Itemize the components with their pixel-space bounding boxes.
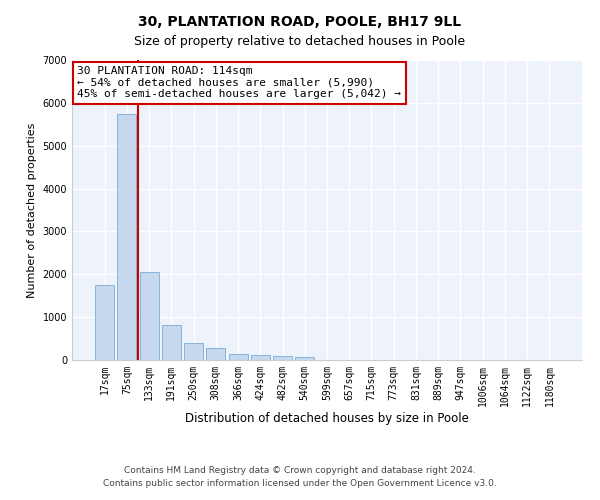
X-axis label: Distribution of detached houses by size in Poole: Distribution of detached houses by size …	[185, 412, 469, 424]
Bar	[95, 285, 114, 360]
Bar	[295, 357, 314, 360]
Bar	[273, 356, 292, 360]
Bar	[206, 348, 225, 360]
Bar	[118, 114, 136, 360]
Text: Contains HM Land Registry data © Crown copyright and database right 2024.
Contai: Contains HM Land Registry data © Crown c…	[103, 466, 497, 487]
Text: 30, PLANTATION ROAD, POOLE, BH17 9LL: 30, PLANTATION ROAD, POOLE, BH17 9LL	[139, 15, 461, 29]
Text: 30 PLANTATION ROAD: 114sqm
← 54% of detached houses are smaller (5,990)
45% of s: 30 PLANTATION ROAD: 114sqm ← 54% of deta…	[77, 66, 401, 99]
Bar	[251, 356, 270, 360]
Text: Size of property relative to detached houses in Poole: Size of property relative to detached ho…	[134, 35, 466, 48]
Bar	[229, 354, 248, 360]
Bar	[162, 325, 181, 360]
Bar	[184, 343, 203, 360]
Bar	[140, 272, 158, 360]
Y-axis label: Number of detached properties: Number of detached properties	[27, 122, 37, 298]
